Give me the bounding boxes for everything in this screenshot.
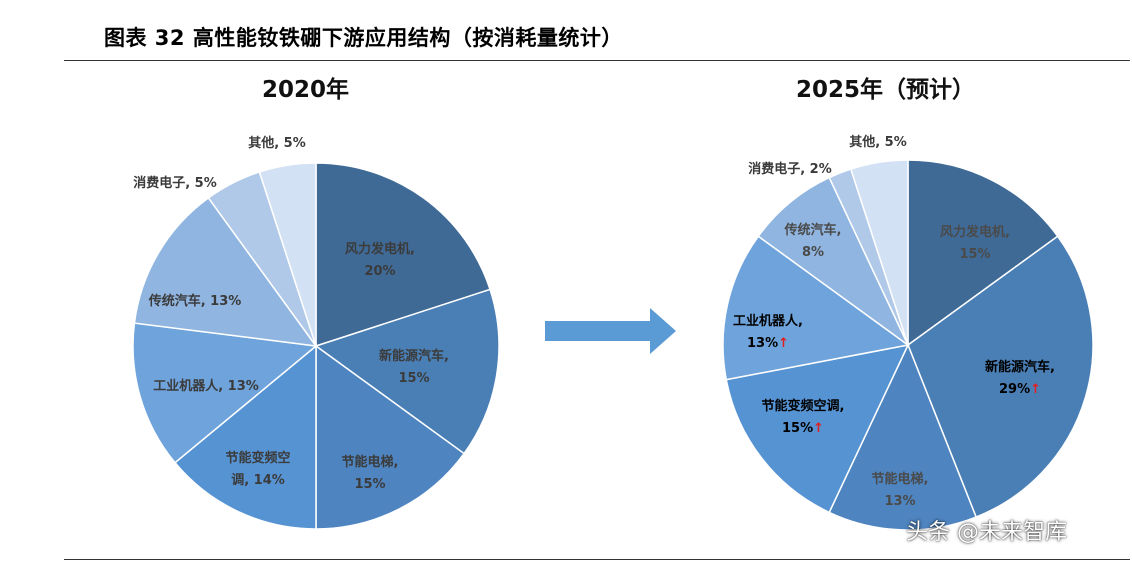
pie-2020: 风力发电机, 20% 新能源汽车, 15% 节能电梯, 15% 节能变频空调, 14% 工业机… xyxy=(132,135,500,530)
figure-title: 图表 32 高性能钕铁硼下游应用结构（按消耗量统计） xyxy=(104,26,623,50)
top-rule xyxy=(64,60,1130,61)
pie-slice xyxy=(907,159,1059,347)
watermark: 头条 @未来智库 xyxy=(906,520,1067,545)
slice-label: 消费电子, 5% xyxy=(133,175,217,191)
slice-label: 新能源汽车, 15% xyxy=(379,348,449,386)
pie-slice xyxy=(315,344,466,530)
pie-2025: 风力发电机, 15% 新能源汽车, 29%↑ 节能电梯, 13% 节能变频空调, 15%↑ 工业… xyxy=(722,134,1094,531)
right-arrow-icon xyxy=(545,308,676,354)
pie-slice xyxy=(173,344,317,530)
slice-label: 传统汽车, 13% xyxy=(148,293,242,309)
up-arrow-icon: ↑ xyxy=(813,421,824,436)
slice-label: 节能电梯, 13% xyxy=(872,471,929,509)
up-arrow-icon: ↑ xyxy=(778,336,789,351)
slice-label: 节能变频空调, 15%↑ xyxy=(762,398,845,436)
pie-slice xyxy=(722,235,910,381)
slice-label: 风力发电机, 15% xyxy=(940,224,1010,262)
pie-slice xyxy=(757,176,909,346)
pie-slice xyxy=(907,235,1094,518)
chart-title-2025: 2025年（预计） xyxy=(796,77,976,103)
pie-slice xyxy=(133,196,318,347)
slice-label: 其他, 5% xyxy=(248,135,306,151)
slice-label: 其他, 5% xyxy=(849,134,907,150)
up-arrow-icon: ↑ xyxy=(1030,382,1041,397)
pie-slice xyxy=(132,322,318,464)
pie-slice xyxy=(258,162,317,347)
slice-label: 消费电子, 2% xyxy=(748,161,832,177)
pie-slice xyxy=(314,288,500,455)
pie-slice xyxy=(849,159,909,346)
pie-slice xyxy=(725,343,910,514)
chart-title-2020: 2020年 xyxy=(262,77,350,103)
bottom-rule xyxy=(64,559,1130,560)
slice-label: 节能电梯, 15% xyxy=(342,454,399,492)
slice-label: 传统汽车, 8% xyxy=(784,222,842,260)
pie-slice xyxy=(315,162,491,348)
slice-label: 工业机器人, 13%↑ xyxy=(733,313,803,351)
slice-label: 节能变频空调, 14% xyxy=(225,450,290,488)
slice-label: 风力发电机, 20% xyxy=(345,241,415,279)
slice-label: 工业机器人, 13% xyxy=(153,378,259,394)
slice-label: 新能源汽车, 29%↑ xyxy=(985,359,1055,397)
pie-slice xyxy=(828,343,978,531)
